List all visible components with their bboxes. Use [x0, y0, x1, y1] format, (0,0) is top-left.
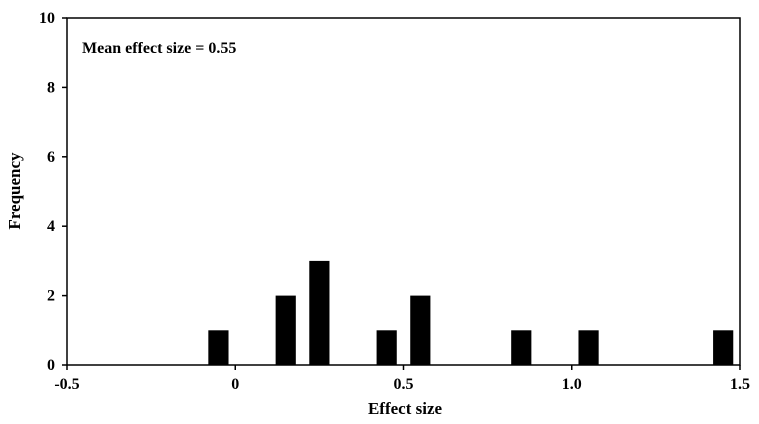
y-axis-title: Frequency [5, 152, 24, 230]
bar-6 [578, 330, 599, 365]
plot-frame [66, 17, 741, 366]
bar-4 [410, 295, 431, 365]
x-tick-label: 0 [231, 376, 239, 393]
bar-2 [309, 260, 330, 365]
x-tick-label: 1.0 [562, 376, 582, 393]
bar-7 [713, 330, 734, 365]
y-tick-label: 2 [47, 288, 55, 305]
bar-0 [208, 330, 229, 365]
y-tick-label: 4 [47, 218, 55, 235]
bar-5 [511, 330, 532, 365]
y-tick-label: 6 [47, 149, 55, 166]
bar-1 [275, 295, 296, 365]
x-tick-label: 1.5 [730, 376, 750, 393]
y-tick-label: 0 [47, 357, 55, 374]
x-tick-label: 0.5 [394, 376, 414, 393]
bars-group [208, 260, 734, 365]
x-axis-title: Effect size [368, 399, 443, 418]
x-axis: -0.5 0 0.5 1.0 1.5 [54, 365, 750, 393]
x-tick-label: -0.5 [54, 376, 79, 393]
mean-annotation: Mean effect size = 0.55 [82, 40, 236, 57]
bar-3 [376, 330, 397, 365]
y-axis: 0 2 4 6 8 10 [39, 10, 67, 374]
y-tick-label: 8 [47, 79, 55, 96]
y-tick-label: 10 [39, 10, 55, 27]
